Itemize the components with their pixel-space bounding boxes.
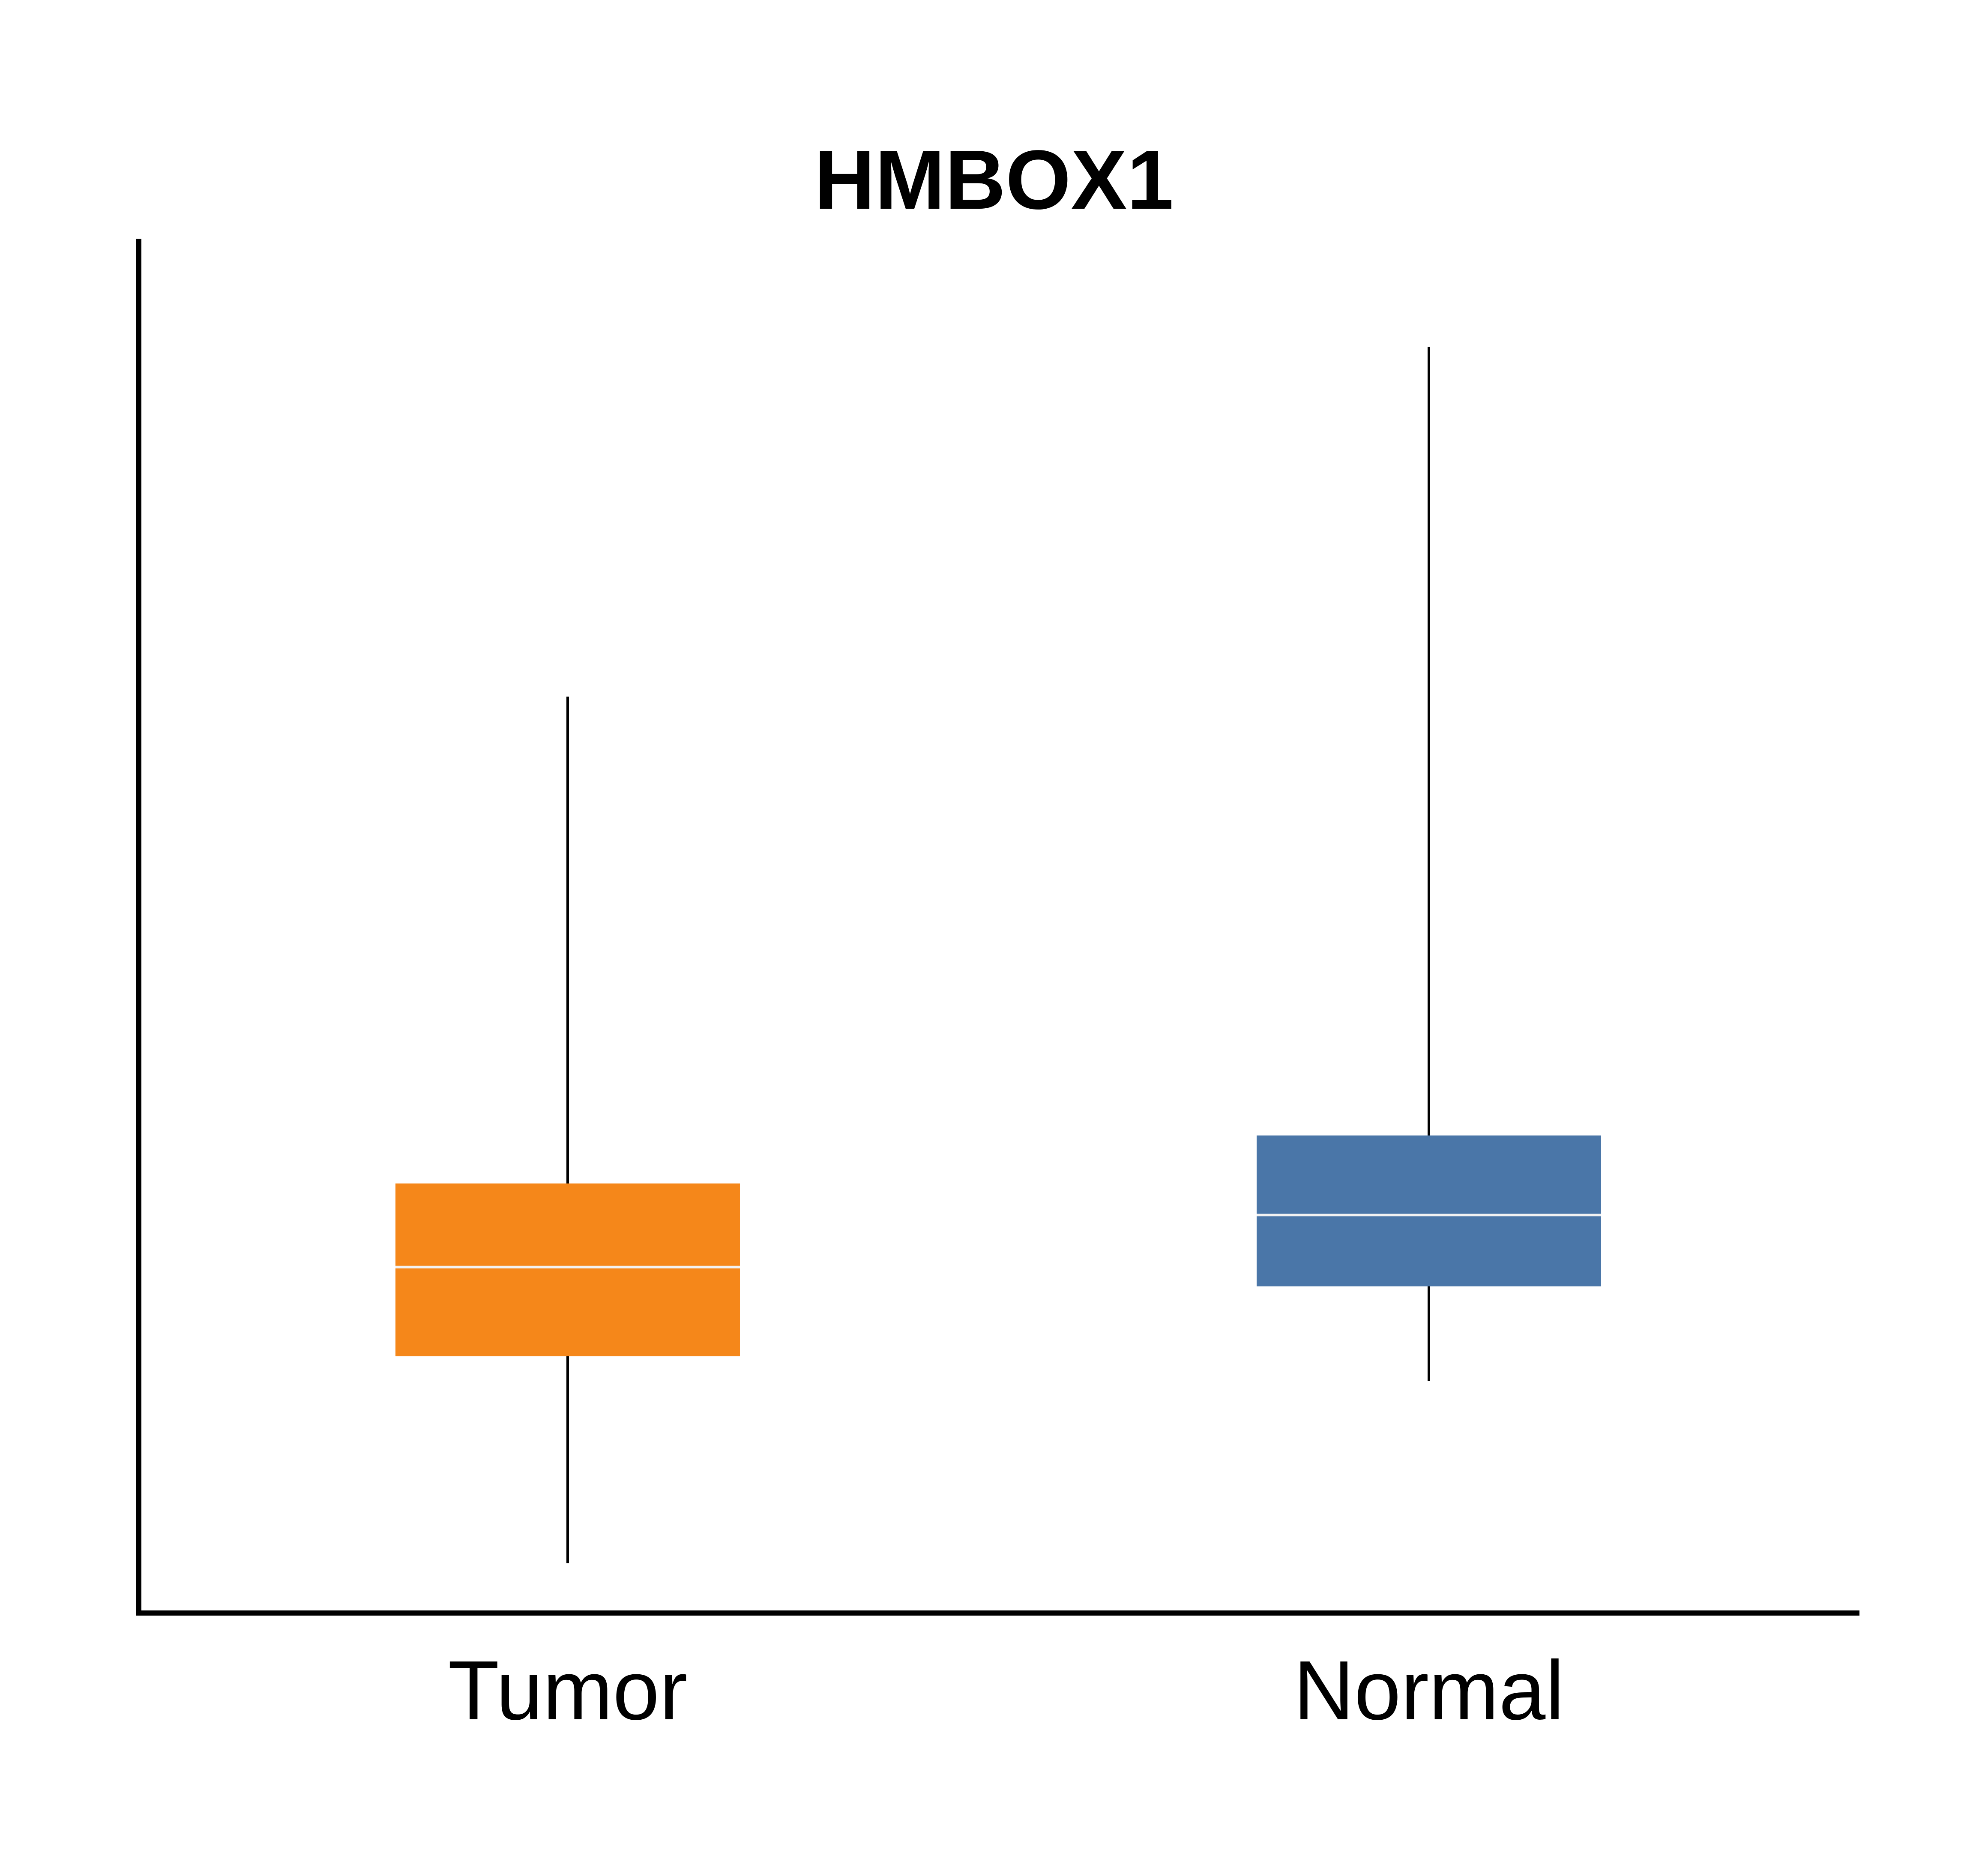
x-tick-label-normal: Normal [1293, 1643, 1564, 1737]
box-normal [1257, 1135, 1601, 1286]
box-tumor [395, 1183, 740, 1356]
x-tick-labels: Tumor Normal [448, 1643, 1564, 1737]
x-tick-label-tumor: Tumor [448, 1643, 687, 1737]
plot-area [395, 347, 1601, 1563]
chart-title: HMBOX1 [814, 133, 1174, 227]
